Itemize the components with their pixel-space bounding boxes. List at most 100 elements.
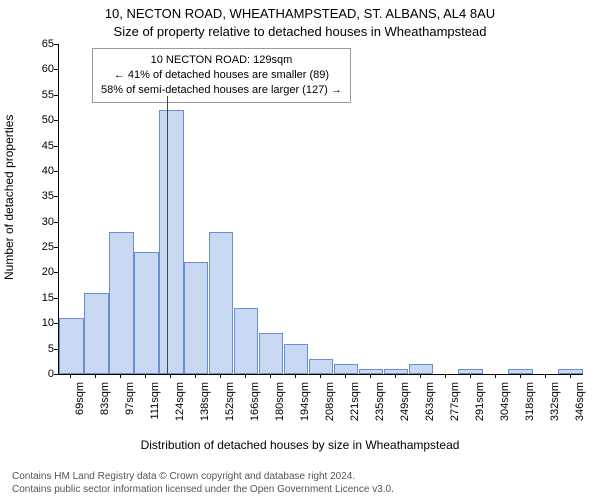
- x-tick-label: 194sqm: [299, 382, 311, 442]
- x-tick-mark: [545, 374, 546, 378]
- y-tick-mark: [54, 272, 58, 273]
- histogram-bar: [284, 344, 308, 374]
- x-tick-label: 346sqm: [574, 382, 586, 442]
- x-tick-mark: [320, 374, 321, 378]
- annotation-line1: 10 NECTON ROAD: 129sqm: [101, 53, 342, 68]
- x-tick-label: 304sqm: [499, 382, 511, 442]
- y-tick-mark: [54, 323, 58, 324]
- x-tick-label: 180sqm: [274, 382, 286, 442]
- annotation-line3: 58% of semi-detached houses are larger (…: [101, 83, 342, 98]
- y-tick-label: 55: [24, 89, 54, 101]
- y-tick-mark: [54, 44, 58, 45]
- x-tick-mark: [520, 374, 521, 378]
- y-tick-mark: [54, 222, 58, 223]
- x-tick-label: 291sqm: [474, 382, 486, 442]
- y-tick-label: 25: [24, 241, 54, 253]
- y-tick-label: 60: [24, 63, 54, 75]
- x-tick-mark: [345, 374, 346, 378]
- histogram-bar: [409, 364, 433, 374]
- footer-credits: Contains HM Land Registry data © Crown c…: [12, 470, 394, 496]
- x-tick-label: 69sqm: [74, 382, 86, 442]
- x-tick-mark: [395, 374, 396, 378]
- x-tick-mark: [145, 374, 146, 378]
- x-tick-mark: [270, 374, 271, 378]
- y-tick-label: 15: [24, 292, 54, 304]
- x-tick-mark: [495, 374, 496, 378]
- histogram-bar: [109, 232, 133, 374]
- x-tick-label: 152sqm: [224, 382, 236, 442]
- y-tick-label: 40: [24, 165, 54, 177]
- x-tick-mark: [120, 374, 121, 378]
- y-tick-label: 45: [24, 140, 54, 152]
- x-tick-mark: [195, 374, 196, 378]
- chart-title-line1: 10, NECTON ROAD, WHEATHAMPSTEAD, ST. ALB…: [0, 6, 600, 21]
- x-tick-label: 277sqm: [449, 382, 461, 442]
- x-tick-label: 221sqm: [349, 382, 361, 442]
- x-tick-label: 208sqm: [324, 382, 336, 442]
- y-tick-label: 20: [24, 266, 54, 278]
- histogram-bar: [508, 369, 532, 374]
- x-tick-mark: [470, 374, 471, 378]
- histogram-bar: [309, 359, 333, 374]
- y-tick-mark: [54, 146, 58, 147]
- histogram-chart: 10, NECTON ROAD, WHEATHAMPSTEAD, ST. ALB…: [0, 0, 600, 500]
- x-tick-mark: [295, 374, 296, 378]
- histogram-bar: [59, 318, 83, 374]
- x-tick-label: 249sqm: [399, 382, 411, 442]
- histogram-bar: [384, 369, 408, 374]
- y-tick-mark: [54, 120, 58, 121]
- histogram-bar: [159, 110, 183, 374]
- x-tick-label: 235sqm: [374, 382, 386, 442]
- histogram-bar: [184, 262, 208, 374]
- x-tick-label: 263sqm: [424, 382, 436, 442]
- histogram-bar: [359, 369, 383, 374]
- subject-marker-line: [167, 96, 168, 374]
- x-tick-mark: [70, 374, 71, 378]
- x-tick-label: 332sqm: [549, 382, 561, 442]
- annotation-callout: 10 NECTON ROAD: 129sqm ← 41% of detached…: [92, 48, 351, 103]
- histogram-bar: [234, 308, 258, 374]
- x-tick-label: 138sqm: [199, 382, 211, 442]
- x-tick-label: 166sqm: [249, 382, 261, 442]
- x-tick-label: 124sqm: [174, 382, 186, 442]
- y-tick-mark: [54, 374, 58, 375]
- y-tick-mark: [54, 171, 58, 172]
- footer-line1: Contains HM Land Registry data © Crown c…: [12, 470, 394, 483]
- x-tick-label: 97sqm: [124, 382, 136, 442]
- annotation-line2: ← 41% of detached houses are smaller (89…: [101, 68, 342, 83]
- y-tick-label: 50: [24, 114, 54, 126]
- y-tick-mark: [54, 196, 58, 197]
- y-tick-mark: [54, 349, 58, 350]
- x-tick-label: 318sqm: [524, 382, 536, 442]
- y-tick-label: 35: [24, 190, 54, 202]
- x-tick-label: 111sqm: [149, 382, 161, 442]
- y-tick-mark: [54, 95, 58, 96]
- histogram-bar: [84, 293, 108, 374]
- y-tick-label: 10: [24, 317, 54, 329]
- x-tick-mark: [445, 374, 446, 378]
- histogram-bar: [334, 364, 358, 374]
- y-tick-label: 5: [24, 343, 54, 355]
- footer-line2: Contains public sector information licen…: [12, 483, 394, 496]
- y-tick-mark: [54, 247, 58, 248]
- x-tick-label: 83sqm: [99, 382, 111, 442]
- histogram-bar: [458, 369, 482, 374]
- histogram-bar: [558, 369, 582, 374]
- x-tick-mark: [170, 374, 171, 378]
- y-tick-mark: [54, 298, 58, 299]
- chart-title-line2: Size of property relative to detached ho…: [0, 24, 600, 39]
- x-tick-mark: [420, 374, 421, 378]
- x-tick-mark: [570, 374, 571, 378]
- y-tick-label: 0: [24, 368, 54, 380]
- x-tick-mark: [220, 374, 221, 378]
- y-axis-label: Number of detached properties: [2, 45, 16, 210]
- x-tick-mark: [95, 374, 96, 378]
- y-tick-mark: [54, 69, 58, 70]
- x-tick-mark: [370, 374, 371, 378]
- y-tick-label: 65: [24, 38, 54, 50]
- histogram-bar: [134, 252, 158, 374]
- histogram-bar: [259, 333, 283, 374]
- x-tick-mark: [245, 374, 246, 378]
- y-tick-label: 30: [24, 216, 54, 228]
- histogram-bar: [209, 232, 233, 374]
